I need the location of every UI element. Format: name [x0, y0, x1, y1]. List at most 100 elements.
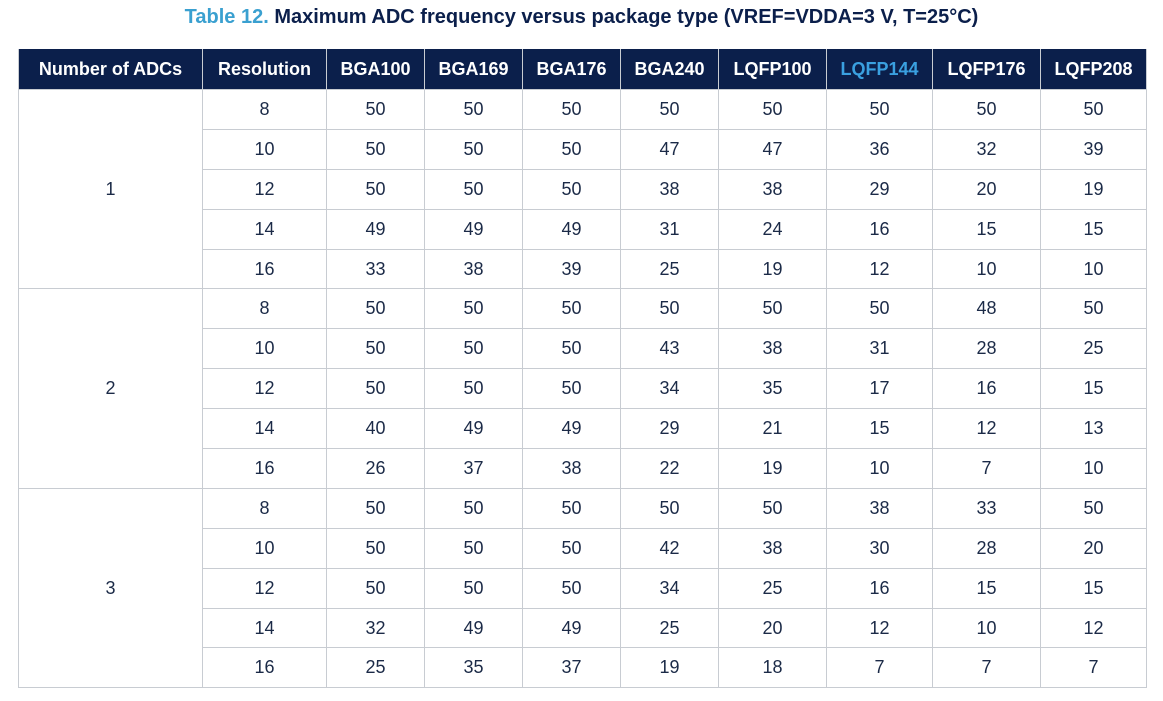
table-row: 12 50 50 50 34 25 16 15 15	[19, 567, 1147, 609]
value-cell: 15	[826, 408, 933, 450]
value-cell: 50	[522, 288, 621, 330]
value-cell: 35	[424, 647, 523, 689]
value-cell: 47	[620, 128, 719, 170]
value-cell: 10	[932, 607, 1041, 649]
value-cell: 30	[826, 527, 933, 569]
resolution-cell: 10	[202, 128, 327, 170]
value-cell: 50	[932, 89, 1041, 130]
value-cell: 50	[326, 487, 425, 529]
table-row: 16 26 37 38 22 19 10 7 10	[19, 448, 1147, 489]
header-cell: BGA240	[620, 49, 719, 90]
table-title: Table 12. Maximum ADC frequency versus p…	[0, 6, 1163, 29]
value-cell: 50	[326, 328, 425, 370]
value-cell: 49	[424, 408, 523, 450]
table-row: 12 50 50 50 34 35 17 16 15	[19, 368, 1147, 410]
value-cell: 50	[326, 89, 425, 130]
value-cell: 50	[326, 567, 425, 609]
value-cell: 43	[620, 328, 719, 370]
value-cell: 13	[1040, 408, 1147, 450]
value-cell: 50	[326, 288, 425, 330]
value-cell: 15	[932, 567, 1041, 609]
value-cell: 20	[718, 607, 827, 649]
header-cell: BGA100	[326, 49, 425, 90]
value-cell: 50	[522, 328, 621, 370]
frequency-table: Number of ADCs Resolution BGA100 BGA169 BGA1…	[18, 49, 1147, 689]
table-row: 10 50 50 50 43 38 31 28 25	[19, 328, 1147, 370]
value-cell: 38	[718, 328, 827, 370]
value-cell: 50	[424, 368, 523, 410]
value-cell: 50	[620, 89, 719, 130]
value-cell: 50	[326, 527, 425, 569]
value-cell: 49	[326, 208, 425, 250]
value-cell: 50	[522, 89, 621, 130]
value-cell: 50	[424, 288, 523, 330]
value-cell: 32	[326, 607, 425, 649]
header-cell: Number of ADCs	[18, 49, 203, 90]
value-cell: 19	[718, 248, 827, 290]
value-cell: 19	[620, 647, 719, 689]
value-cell: 40	[326, 408, 425, 450]
table-number: Table 12.	[184, 6, 269, 28]
value-cell: 15	[932, 208, 1041, 250]
resolution-cell: 16	[202, 448, 327, 489]
value-cell: 15	[1040, 368, 1147, 410]
value-cell: 38	[620, 168, 719, 210]
resolution-cell: 14	[202, 408, 327, 450]
value-cell: 50	[718, 487, 827, 529]
table-row: 3 8 50 50 50 50 50 38 33 50	[18, 487, 1147, 689]
value-cell: 38	[522, 448, 621, 489]
value-cell: 50	[326, 168, 425, 210]
value-cell: 50	[1040, 89, 1147, 130]
header-cell: LQFP144	[826, 49, 933, 90]
value-cell: 49	[522, 607, 621, 649]
resolution-cell: 14	[202, 208, 327, 250]
value-cell: 50	[522, 567, 621, 609]
value-cell: 50	[424, 527, 523, 569]
value-cell: 50	[620, 487, 719, 529]
value-cell: 16	[826, 208, 933, 250]
table-row: 14 49 49 49 31 24 16 15 15	[19, 208, 1147, 250]
value-cell: 50	[424, 487, 523, 529]
value-cell: 50	[424, 128, 523, 170]
adc-count-cell: 1	[18, 88, 203, 290]
value-cell: 50	[1040, 487, 1147, 529]
header-row: Number of ADCs Resolution BGA100 BGA169 BGA1…	[18, 49, 1147, 90]
value-cell: 50	[826, 89, 933, 130]
value-cell: 12	[932, 408, 1041, 450]
adc-count-cell: 2	[18, 288, 203, 489]
value-cell: 18	[718, 647, 827, 689]
value-cell: 50	[522, 368, 621, 410]
title-text: Maximum ADC frequency versus package typ…	[274, 6, 979, 28]
resolution-cell: 12	[202, 368, 327, 410]
value-cell: 26	[326, 448, 425, 489]
value-cell: 50	[424, 168, 523, 210]
value-cell: 15	[1040, 567, 1147, 609]
value-cell: 38	[826, 487, 933, 529]
resolution-cell: 14	[202, 607, 327, 649]
resolution-cell: 12	[202, 567, 327, 609]
value-cell: 25	[620, 248, 719, 290]
header-cell: BGA176	[522, 49, 621, 90]
resolution-cell: 8	[202, 89, 327, 130]
value-cell: 25	[326, 647, 425, 689]
value-cell: 22	[620, 448, 719, 489]
table-row: 1 8 50 50 50 50 50 50 50 50	[18, 88, 1147, 290]
resolution-cell: 16	[202, 248, 327, 290]
resolution-cell: 10	[202, 527, 327, 569]
value-cell: 50	[522, 168, 621, 210]
adc-count-cell: 3	[18, 487, 203, 689]
table-body: 1 8 50 50 50 50 50 50 50 50 10 50 50 50 47 47 36 32 39 12 50…	[18, 88, 1147, 689]
value-cell: 19	[718, 448, 827, 489]
resolution-cell: 12	[202, 168, 327, 210]
header-cell: BGA169	[424, 49, 523, 90]
value-cell: 42	[620, 527, 719, 569]
value-cell: 33	[932, 487, 1041, 529]
header-cell: LQFP208	[1040, 49, 1147, 90]
value-cell: 10	[1040, 448, 1147, 489]
table-row: 12 50 50 50 38 38 29 20 19	[19, 168, 1147, 210]
value-cell: 25	[718, 567, 827, 609]
value-cell: 10	[826, 448, 933, 489]
value-cell: 28	[932, 328, 1041, 370]
table-row: 10 50 50 50 42 38 30 28 20	[19, 527, 1147, 569]
value-cell: 50	[424, 328, 523, 370]
